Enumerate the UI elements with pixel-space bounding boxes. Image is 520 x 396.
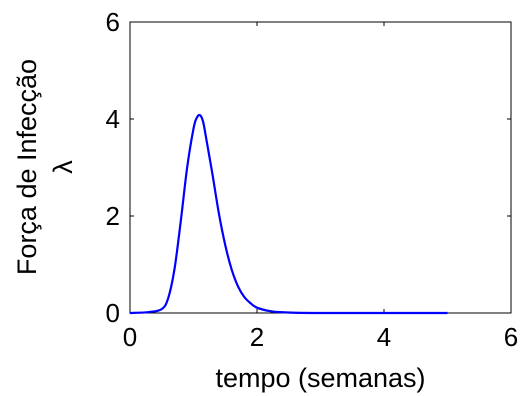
- y-axis-label-line2: λ: [48, 160, 78, 174]
- x-axis: 0 2 4 6: [123, 22, 518, 352]
- y-tick-label: 0: [106, 298, 120, 328]
- y-tick-label: 2: [106, 201, 120, 231]
- y-axis-label-line1: Força de Infecção: [12, 59, 42, 275]
- x-tick-label: 4: [377, 322, 391, 352]
- x-tick-label: 6: [504, 322, 518, 352]
- x-tick-label: 2: [250, 322, 264, 352]
- y-tick-label: 6: [106, 7, 120, 37]
- y-tick-label: 4: [106, 104, 120, 134]
- x-axis-label: tempo (semanas): [215, 363, 425, 393]
- y-axis: 0 2 4 6: [106, 7, 511, 328]
- series-line: [129, 113, 448, 315]
- x-tick-label: 0: [123, 322, 137, 352]
